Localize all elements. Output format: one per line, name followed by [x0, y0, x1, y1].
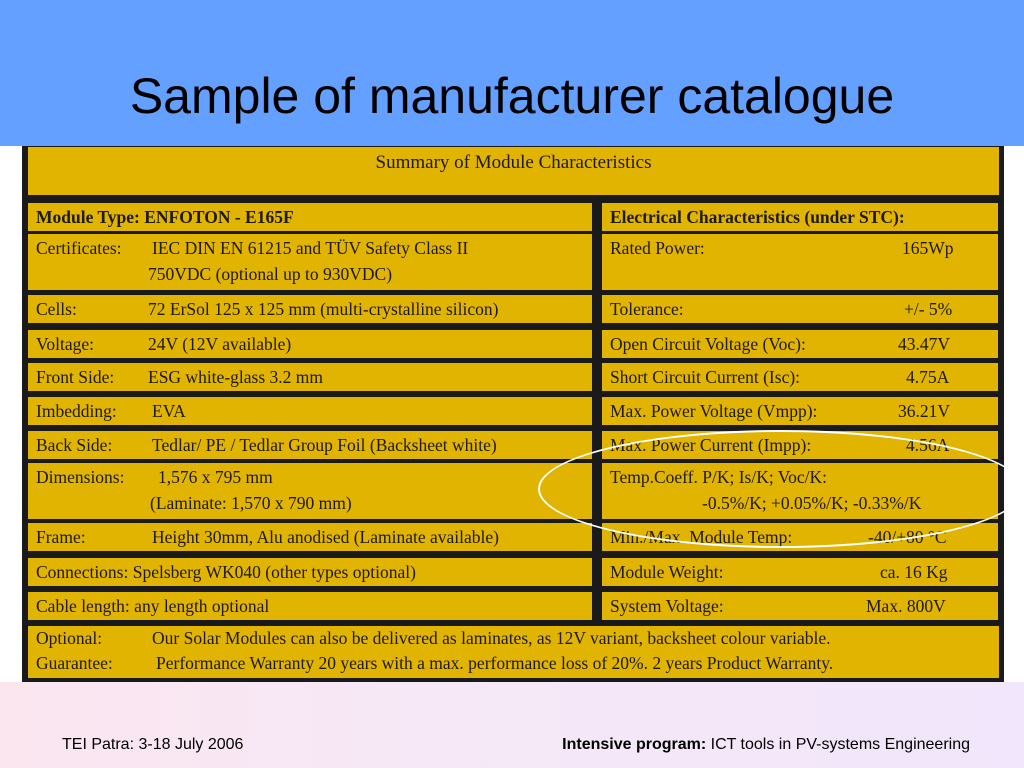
vmpp-value: 36.21V [898, 401, 951, 421]
voltage-value: 24V (12V available) [148, 334, 292, 354]
optional-value: Our Solar Modules can also be delivered … [152, 628, 831, 648]
cells-row: Cells: 72 ErSol 125 x 125 mm (multi-crys… [28, 295, 592, 323]
isc-label: Short Circuit Current (Isc): [610, 367, 801, 387]
back-side-row: Back Side: Tedlar/ PE / Tedlar Group Foi… [28, 431, 592, 459]
slide-title: Sample of manufacturer catalogue [129, 68, 895, 124]
certificates-label: Certificates: [36, 238, 122, 258]
voltage-label: Voltage: [36, 334, 95, 354]
highlight-ellipse [538, 430, 1024, 548]
frame-label: Frame: [36, 527, 86, 547]
certificates-line2: 750VDC (optional up to 930VDC) [148, 264, 393, 284]
weight-row: Module Weight: ca. 16 Kg [602, 558, 998, 586]
imbedding-label: Imbedding: [36, 401, 117, 421]
footer-program-text: ICT tools in PV-systems Engineering [710, 736, 970, 753]
voc-value: 43.47V [898, 334, 951, 354]
vmpp-row: Max. Power Voltage (Vmpp): 36.21V [602, 397, 998, 425]
tolerance-value: +/- 5% [904, 299, 953, 319]
front-side-value: ESG white-glass 3.2 mm [148, 367, 323, 387]
table-header: Summary of Module Characteristics [28, 147, 999, 195]
isc-value: 4.75A [906, 367, 950, 387]
electrical-heading: Electrical Characteristics (under STC): [602, 203, 998, 231]
back-side-value: Tedlar/ PE / Tedlar Group Foil (Backshee… [152, 435, 497, 455]
footer-right: Intensive program: ICT tools in PV-syste… [562, 736, 970, 754]
voc-row: Open Circuit Voltage (Voc): 43.47V [602, 330, 998, 358]
system-voltage-label: System Voltage: [610, 596, 724, 616]
optional-guarantee-row: Optional: Our Solar Modules can also be … [28, 626, 999, 678]
front-side-label: Front Side: [36, 367, 115, 387]
cells-value: 72 ErSol 125 x 125 mm (multi-crystalline… [148, 299, 499, 319]
tolerance-row: Tolerance: +/- 5% [602, 295, 998, 323]
guarantee-label: Guarantee: [36, 653, 113, 673]
certificates-row: Certificates: IEC DIN EN 61215 and TÜV S… [28, 234, 592, 290]
front-side-row: Front Side: ESG white-glass 3.2 mm [28, 363, 592, 391]
imbedding-row: Imbedding: EVA [28, 397, 592, 425]
imbedding-value: EVA [152, 401, 186, 421]
rated-power-row: Rated Power: 165Wp [602, 234, 998, 290]
footer-band [0, 682, 1024, 768]
cells-label: Cells: [36, 299, 77, 319]
system-voltage-value: Max. 800V [866, 596, 946, 616]
voltage-row: Voltage: 24V (12V available) [28, 330, 592, 358]
connections-row: Connections: Spelsberg WK040 (other type… [28, 558, 592, 586]
frame-row: Frame: Height 30mm, Alu anodised (Lamina… [28, 523, 592, 551]
guarantee-value: Performance Warranty 20 years with a max… [156, 653, 834, 673]
rated-power-label: Rated Power: [610, 238, 705, 258]
dimensions-label: Dimensions: [36, 467, 125, 487]
dimensions-line2: (Laminate: 1,570 x 790 mm) [150, 493, 352, 513]
frame-value: Height 30mm, Alu anodised (Laminate avai… [152, 527, 499, 547]
vmpp-label: Max. Power Voltage (Vmpp): [610, 401, 818, 421]
rated-power-value: 165Wp [902, 238, 954, 258]
voc-label: Open Circuit Voltage (Voc): [610, 334, 806, 354]
footer-left: TEI Patra: 3-18 July 2006 [62, 736, 244, 753]
module-type-heading: Module Type: ENFOTON - E165F [28, 203, 592, 231]
optional-label: Optional: [36, 628, 103, 648]
dimensions-row: Dimensions: 1,576 x 795 mm (Laminate: 1,… [28, 463, 592, 519]
title-band [0, 0, 1024, 146]
back-side-label: Back Side: [36, 435, 113, 455]
dimensions-line1: 1,576 x 795 mm [158, 467, 273, 487]
isc-row: Short Circuit Current (Isc): 4.75A [602, 363, 998, 391]
cable-length-row: Cable length: any length optional [28, 592, 592, 620]
footer-program-label: Intensive program: [562, 736, 707, 753]
system-voltage-row: System Voltage: Max. 800V [602, 592, 998, 620]
weight-label: Module Weight: [610, 562, 724, 582]
tolerance-label: Tolerance: [610, 299, 684, 319]
weight-value: ca. 16 Kg [880, 562, 948, 582]
certificates-line1: IEC DIN EN 61215 and TÜV Safety Class II [152, 238, 469, 258]
